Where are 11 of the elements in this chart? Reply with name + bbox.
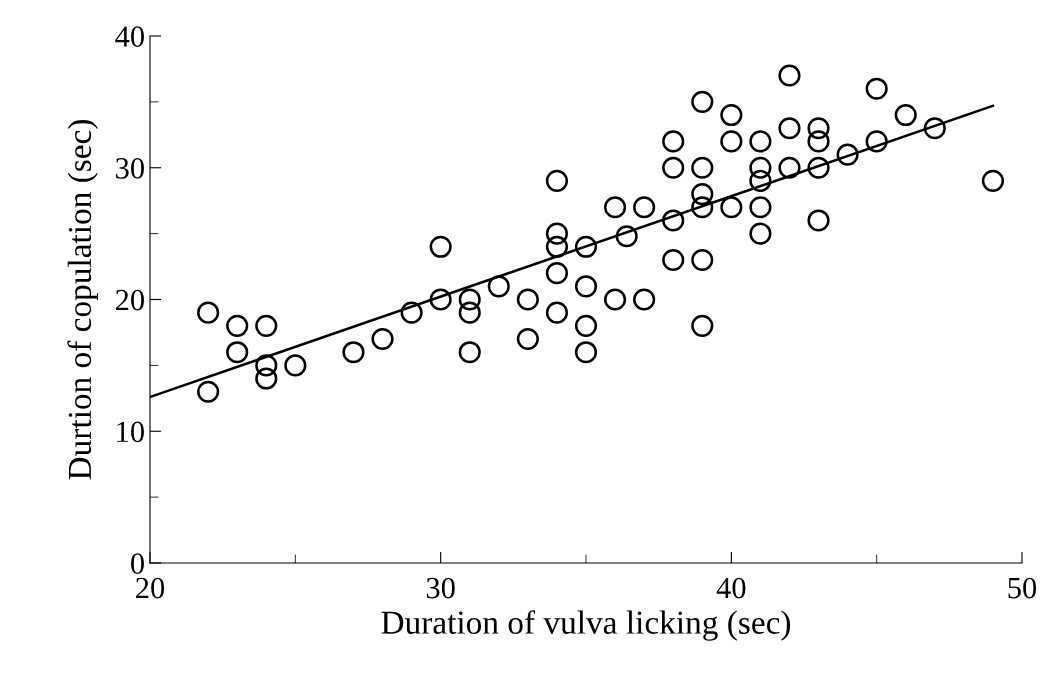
y-tick-label: 20 <box>115 289 144 311</box>
y-tick-label: 40 <box>115 26 144 47</box>
x-tick-label: 20 <box>136 577 165 599</box>
y-axis-title: Durtion of copulation (sec) <box>67 120 98 480</box>
x-tick-label: 40 <box>716 577 746 599</box>
y-tick-label: 30 <box>116 158 144 179</box>
x-axis-title: Duration of vulva licking (sec) <box>381 610 791 641</box>
y-tick-label: 0 <box>131 553 144 574</box>
y-tick-label: 10 <box>117 421 144 443</box>
x-tick-label: 30 <box>426 577 455 599</box>
x-tick-label: 50 <box>1008 577 1037 599</box>
